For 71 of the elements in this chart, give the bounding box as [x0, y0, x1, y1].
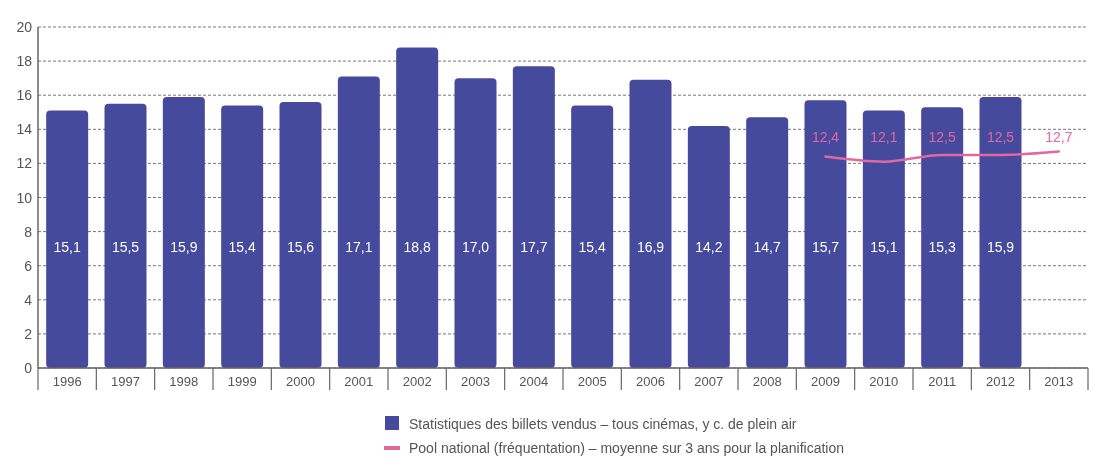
- data-label: 17,0: [461, 238, 490, 255]
- x-tick-label: 2001: [344, 374, 374, 389]
- x-tick-label: 1999: [227, 374, 257, 389]
- data-label: 18,8: [403, 238, 431, 255]
- y-tick-label: 20: [16, 19, 33, 35]
- bar: [162, 96, 205, 368]
- y-tick-label: 2: [24, 325, 33, 342]
- y-tick-label: 12: [16, 155, 33, 172]
- data-label: 15,4: [228, 238, 256, 255]
- legend-label: Statistiques des billets vendus – tous cinémas, y c. de plein air: [409, 416, 797, 432]
- data-label: 17,1: [345, 238, 373, 255]
- x-tick-label: 2005: [577, 374, 607, 389]
- bar: [629, 79, 672, 368]
- bar: [104, 103, 147, 368]
- y-tick-label: 8: [24, 223, 33, 240]
- data-label: 15,6: [286, 238, 315, 255]
- bar: [979, 96, 1022, 368]
- x-tick-label: 2009: [811, 374, 840, 389]
- x-tick-label: 2010: [869, 374, 899, 389]
- y-tick-label: 14: [16, 121, 33, 138]
- data-label: 12,1: [870, 129, 898, 146]
- x-tick-label: 2004: [519, 374, 549, 389]
- x-tick-label: 2002: [402, 374, 432, 389]
- bar: [46, 110, 89, 368]
- y-tick-label: 18: [16, 53, 33, 70]
- x-tick-label: 2013: [1044, 374, 1074, 389]
- data-label: 15,5: [111, 238, 140, 255]
- line-series: [824, 150, 1061, 163]
- x-tick-label: 2011: [928, 374, 957, 389]
- bar: [804, 100, 847, 368]
- bar: [687, 125, 730, 368]
- x-tick-label: 2003: [461, 374, 490, 389]
- bar: [571, 105, 614, 368]
- y-tick-label: 6: [24, 257, 33, 274]
- x-tick-label: 2000: [286, 374, 315, 389]
- bar: [279, 102, 322, 368]
- data-label: 14,2: [695, 238, 723, 255]
- data-label: 15,1: [53, 238, 81, 255]
- y-tick-label: 0: [24, 360, 33, 376]
- bar: [512, 66, 555, 368]
- data-label: 15,3: [928, 238, 956, 255]
- x-tick-label: 2007: [694, 374, 724, 389]
- bar: [454, 78, 497, 368]
- y-tick-label: 10: [16, 189, 33, 206]
- data-label: 17,7: [520, 238, 548, 255]
- data-label: 16,9: [636, 238, 665, 255]
- x-tick-label: 2008: [752, 374, 782, 389]
- data-label: 15,1: [870, 238, 898, 255]
- legend-label: Pool national (fréquentation) – moyenne sur 3 ans pour la planification: [409, 440, 845, 456]
- data-label: 15,4: [578, 238, 606, 255]
- x-tick-label: 2006: [636, 374, 665, 389]
- bar: [862, 110, 905, 368]
- data-label: 14,7: [753, 238, 781, 255]
- x-tick-label: 2012: [986, 374, 1015, 389]
- data-label: 12,5: [986, 129, 1015, 146]
- y-tick-label: 16: [16, 87, 33, 104]
- data-label: 15,7: [811, 238, 840, 255]
- data-label: 12,7: [1045, 129, 1073, 146]
- data-label: 15,9: [170, 238, 198, 255]
- bar: [396, 47, 439, 368]
- bar: [337, 76, 380, 368]
- bar: [221, 105, 264, 368]
- y-tick-label: 4: [24, 291, 33, 308]
- data-label: 12,4: [811, 129, 840, 146]
- bar: [921, 107, 964, 368]
- x-tick-label: 1997: [111, 374, 140, 389]
- data-label: 12,5: [928, 129, 956, 146]
- bar: [746, 117, 789, 368]
- data-label: 15,9: [986, 238, 1015, 255]
- x-tick-label: 1996: [52, 374, 82, 389]
- x-tick-label: 1998: [169, 374, 199, 389]
